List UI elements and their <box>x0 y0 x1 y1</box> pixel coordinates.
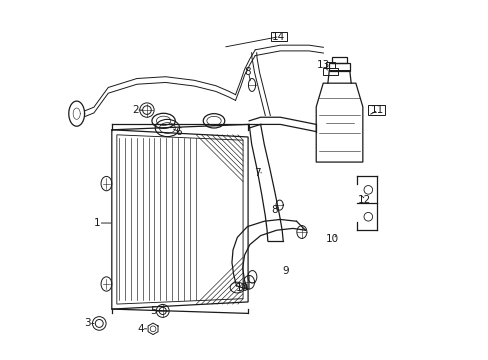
Bar <box>328 63 349 71</box>
Text: 9: 9 <box>282 266 288 276</box>
Text: 4: 4 <box>137 324 143 334</box>
Text: 10: 10 <box>325 234 338 244</box>
Text: 8: 8 <box>244 67 250 77</box>
Text: 12: 12 <box>357 195 370 205</box>
Text: 1: 1 <box>94 218 101 228</box>
Text: 14: 14 <box>271 32 285 41</box>
Bar <box>367 105 385 115</box>
Text: 2: 2 <box>132 105 138 115</box>
Text: 5: 5 <box>149 306 156 316</box>
Text: 3: 3 <box>84 319 91 328</box>
Bar <box>325 62 335 68</box>
Text: 11: 11 <box>370 105 383 115</box>
Text: 6: 6 <box>175 127 181 136</box>
Text: 7: 7 <box>253 168 260 178</box>
Bar <box>331 57 347 63</box>
Text: 10: 10 <box>236 283 249 293</box>
Text: 8: 8 <box>271 206 278 216</box>
Text: 13: 13 <box>316 60 329 70</box>
Bar <box>270 32 286 41</box>
Bar <box>323 68 337 75</box>
